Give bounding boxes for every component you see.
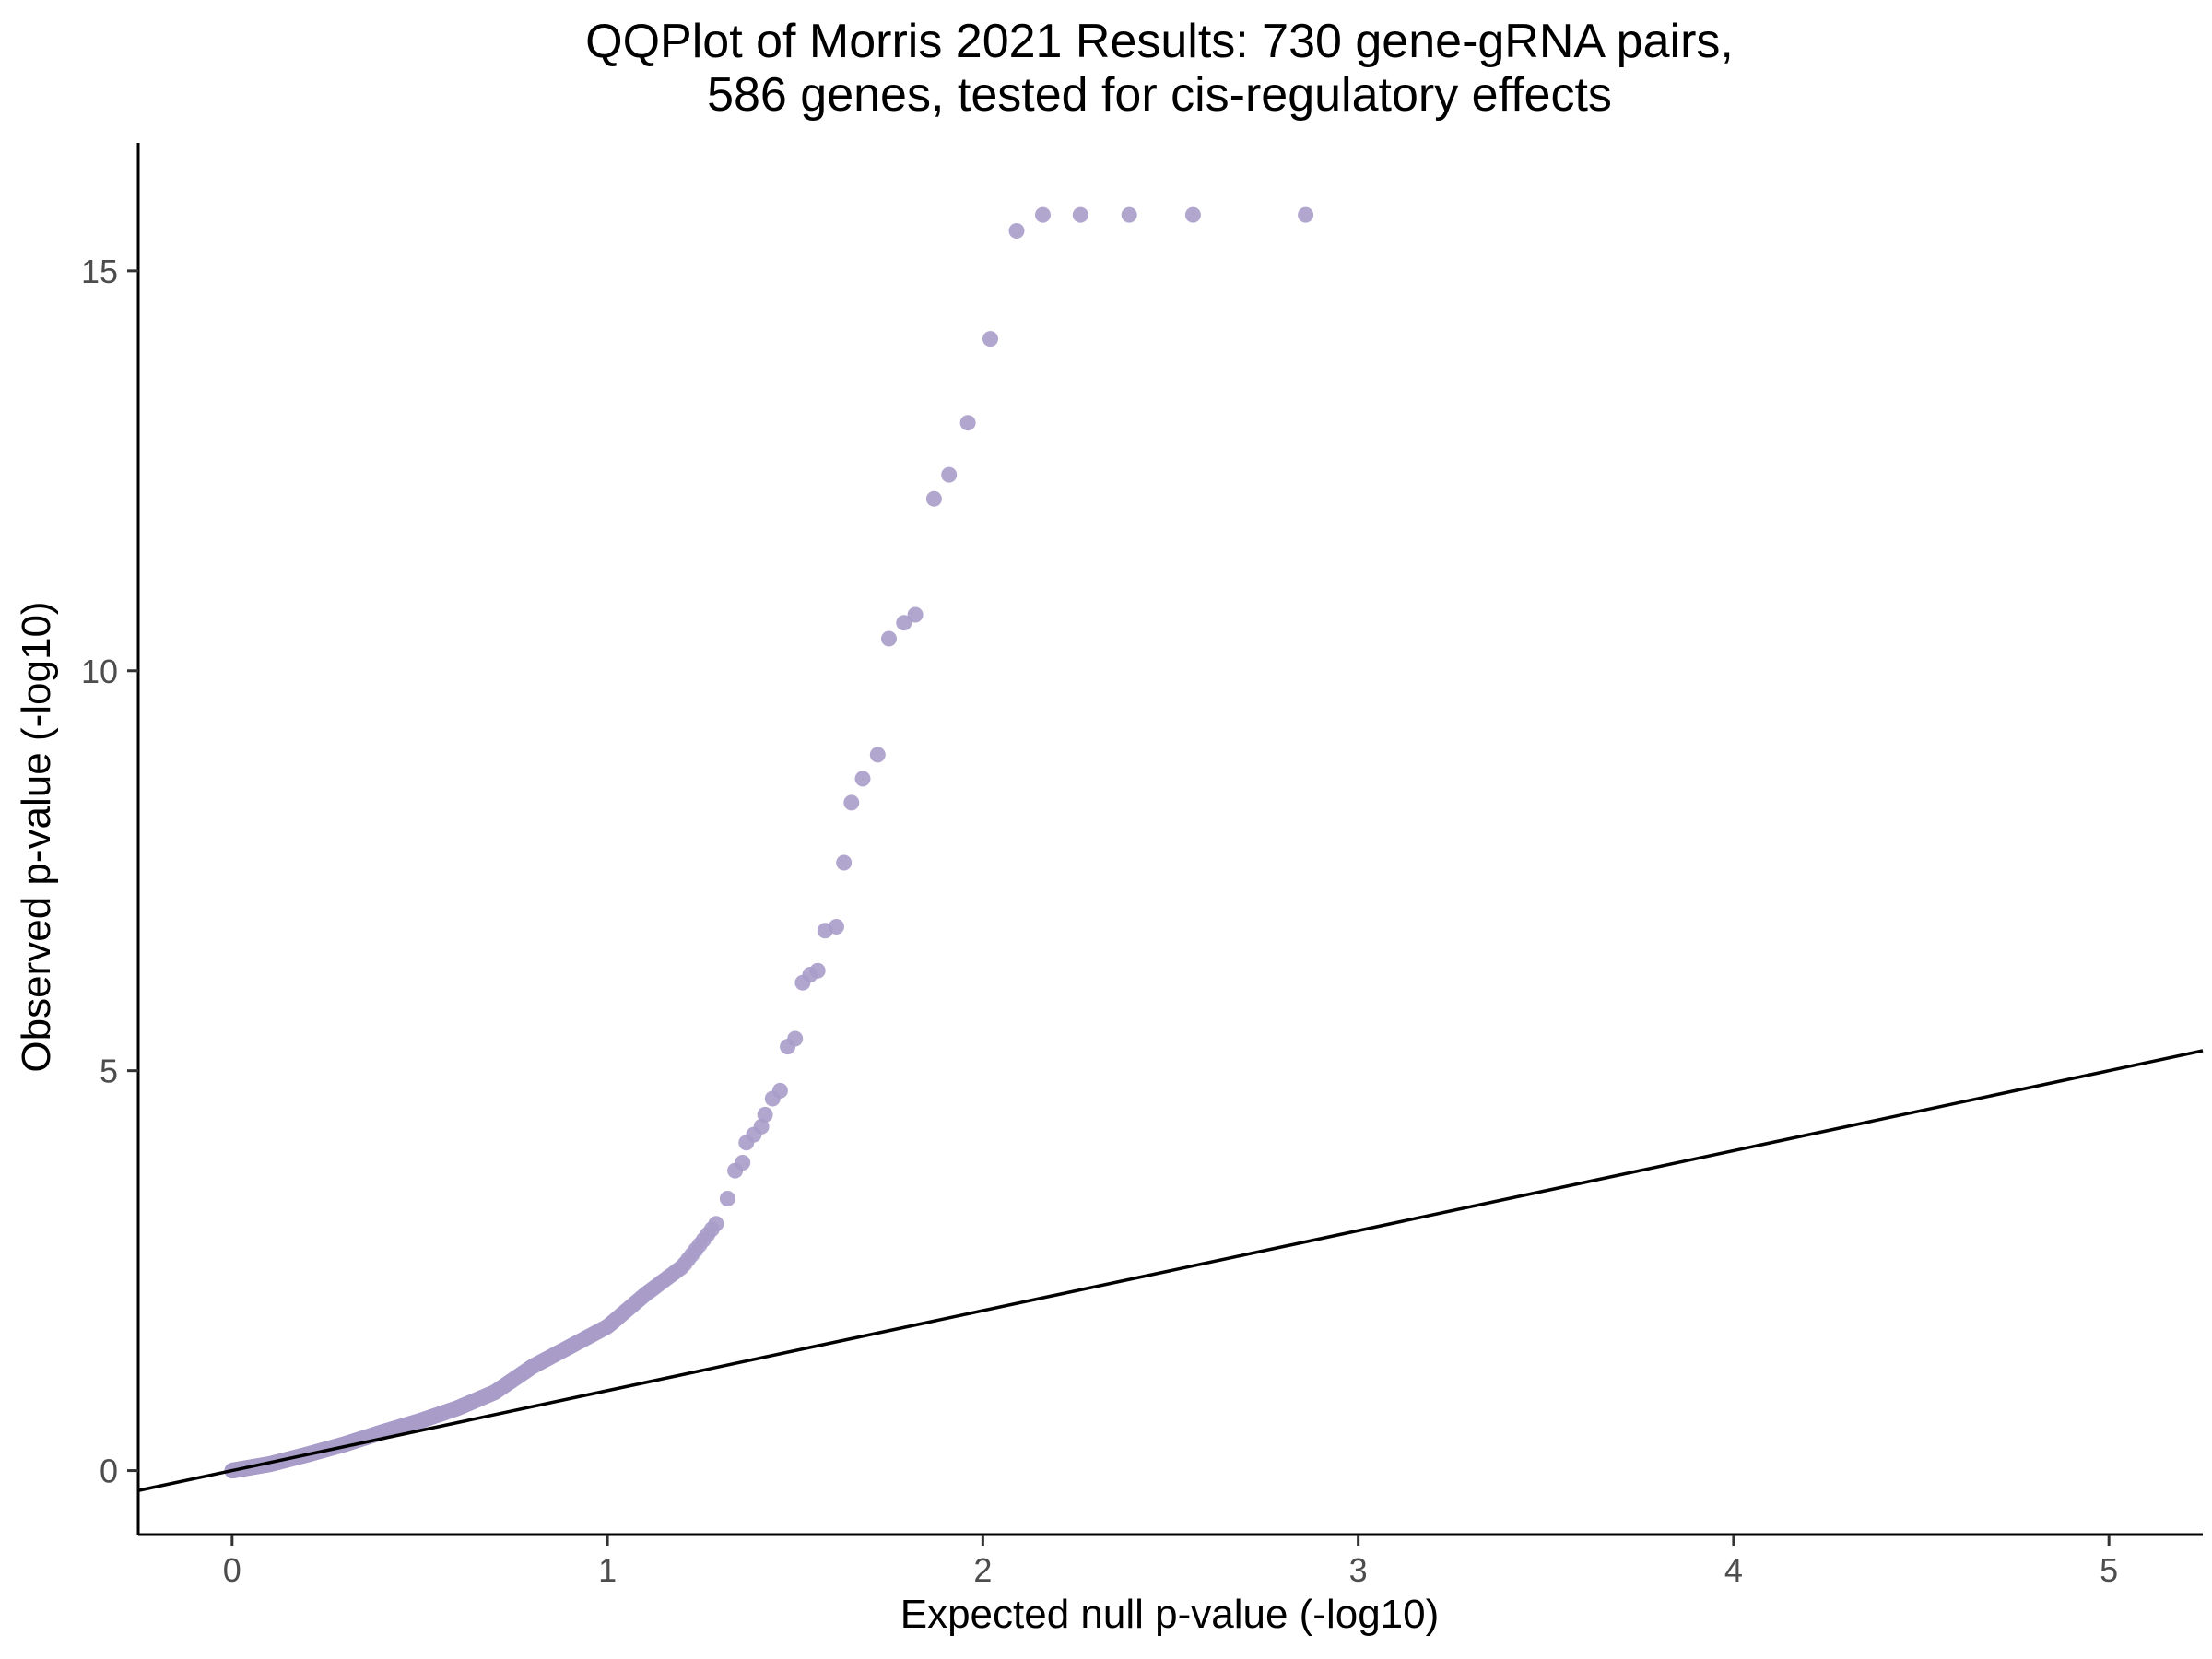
data-point xyxy=(1184,206,1201,223)
data-point xyxy=(836,854,853,871)
x-tick-label: 4 xyxy=(1724,1551,1743,1589)
data-point xyxy=(787,1030,804,1047)
x-tick-label: 2 xyxy=(973,1551,992,1589)
data-point xyxy=(753,1118,770,1135)
y-tick-label: 10 xyxy=(81,653,118,690)
data-point xyxy=(1072,206,1088,223)
data-points xyxy=(224,206,1314,1479)
data-point xyxy=(881,630,897,647)
y-axis-title: Observed p-value (-log10) xyxy=(14,601,59,1072)
chart-title-line-2: 586 genes, tested for cis-regulatory eff… xyxy=(707,68,1612,122)
data-point xyxy=(809,962,826,979)
data-point xyxy=(1298,206,1314,223)
data-point xyxy=(959,415,976,431)
data-point xyxy=(869,747,886,763)
x-tick-label: 1 xyxy=(598,1551,617,1589)
x-axis-ticks: 0 1 2 3 4 5 xyxy=(223,1535,2118,1589)
data-point xyxy=(735,1155,751,1171)
x-axis-title: Expected null p-value (-log10) xyxy=(900,1592,1440,1637)
data-point xyxy=(925,490,942,507)
data-point xyxy=(1035,206,1051,223)
reference-line xyxy=(137,1049,2204,1492)
x-tick-label: 3 xyxy=(1349,1551,1368,1589)
data-point xyxy=(757,1106,773,1123)
data-point xyxy=(719,1191,735,1206)
data-point xyxy=(829,919,844,935)
y-axis-ticks: 0 5 10 15 xyxy=(81,253,138,1490)
x-tick-label: 5 xyxy=(2100,1551,2118,1589)
data-point xyxy=(982,331,998,347)
y-tick-label: 5 xyxy=(100,1053,118,1090)
chart-title-line-1: QQPlot of Morris 2021 Results: 730 gene-… xyxy=(585,15,1734,68)
data-point xyxy=(1008,223,1025,239)
y-tick-label: 15 xyxy=(81,253,118,290)
data-point xyxy=(843,794,860,811)
y-tick-label: 0 xyxy=(100,1453,118,1490)
data-point xyxy=(708,1216,724,1232)
plot-area xyxy=(137,206,2204,1492)
data-point xyxy=(941,466,958,483)
data-point xyxy=(896,615,912,631)
data-point xyxy=(854,771,871,787)
data-point xyxy=(771,1082,788,1099)
data-point xyxy=(907,606,924,623)
x-tick-label: 0 xyxy=(223,1551,241,1589)
data-point xyxy=(1121,206,1137,223)
